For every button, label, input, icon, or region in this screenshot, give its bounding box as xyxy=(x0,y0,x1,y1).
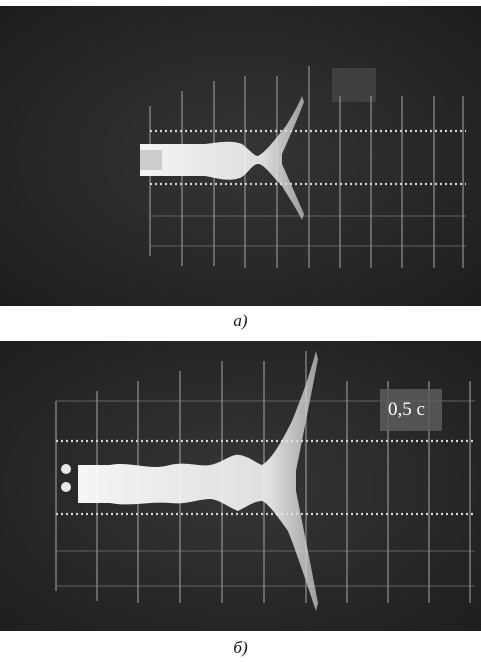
label-patch xyxy=(380,389,442,431)
time-scale-label: 0,5 с xyxy=(388,399,425,420)
oscillogram-photo-a xyxy=(0,6,481,306)
oscillogram-photo-b xyxy=(0,341,481,631)
oscillation-trace xyxy=(140,96,304,220)
figure-caption-b: б) xyxy=(233,638,248,657)
figure-caption-a: а) xyxy=(233,311,248,330)
label-patch xyxy=(332,68,376,102)
oscillation-trace xyxy=(78,351,318,611)
